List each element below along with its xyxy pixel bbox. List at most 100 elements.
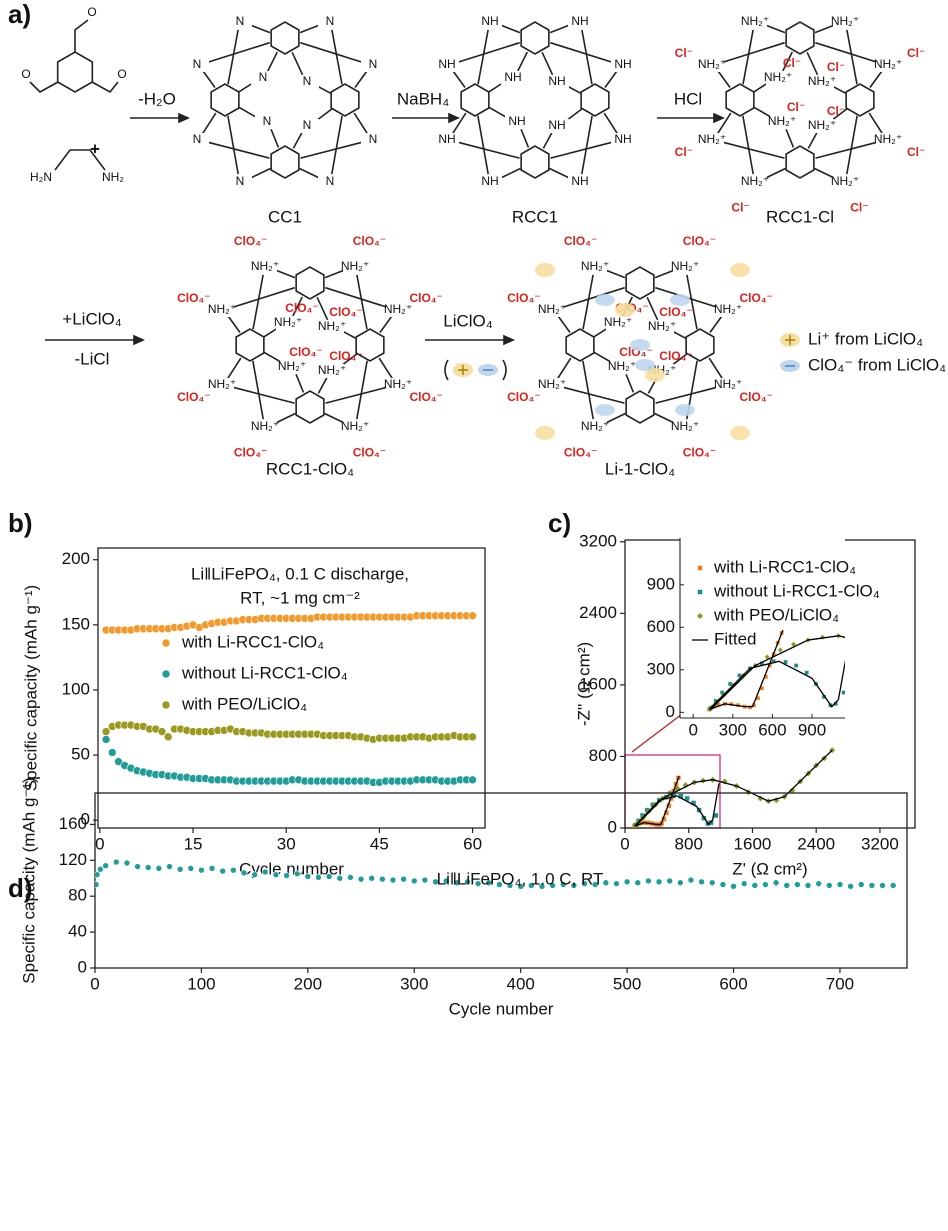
counter-ion: ClO₄⁻ <box>683 234 716 248</box>
data-point <box>759 661 764 666</box>
label-backdrop <box>255 115 279 129</box>
counter-ion: ClO₄⁻ <box>177 291 210 305</box>
data-point <box>729 702 734 706</box>
linker-bond <box>868 112 883 134</box>
atom-label: NH₂⁺ <box>764 70 792 84</box>
data-point <box>645 877 652 885</box>
atom-label: NH₂⁺ <box>384 302 412 316</box>
counter-ion: ClO₄⁻ <box>289 345 322 359</box>
data-point <box>251 871 258 878</box>
linker-bond <box>782 51 794 72</box>
linker-bond <box>274 268 296 279</box>
y-tick-label: 80 <box>68 886 87 905</box>
arene-ring <box>520 21 550 55</box>
atom-label: N <box>193 57 202 71</box>
atom-label: N <box>193 132 202 146</box>
atom-label: NH₂⁺ <box>251 419 279 433</box>
counter-ion: ClO₄⁻ <box>739 291 772 305</box>
data-point <box>623 878 631 886</box>
x-tick-label: 400 <box>507 974 535 993</box>
arene-ring <box>295 266 325 300</box>
counter-ion: ClO₄⁻ <box>564 445 597 459</box>
counter-ion: ClO₄⁻ <box>329 305 362 319</box>
data-point <box>368 874 375 882</box>
counter-ion: ClO₄⁻ <box>507 291 540 305</box>
data-point <box>767 663 772 668</box>
data-point <box>664 810 669 816</box>
legend-swatch <box>161 669 171 679</box>
x-tick-label: 0 <box>90 974 99 993</box>
linker-bond <box>270 128 280 148</box>
atom-label: NH <box>481 14 498 28</box>
data-point <box>677 879 684 887</box>
counter-ion: Cl⁻ <box>787 100 805 114</box>
counter-ion: ClO₄⁻ <box>409 390 442 404</box>
data-point <box>716 702 721 707</box>
atom-label: NH <box>548 74 565 88</box>
atom-label: NH₂⁺ <box>384 377 412 391</box>
atom-label: NH₂⁺ <box>208 377 236 391</box>
counter-ion: ClO₄⁻ <box>329 349 362 363</box>
linker-bond <box>561 286 625 309</box>
atom-label: NH₂⁺ <box>538 377 566 391</box>
linker-bond <box>557 315 571 333</box>
linker-bond <box>299 167 322 180</box>
linker-bond <box>456 141 520 159</box>
data-point <box>772 879 780 887</box>
counter-ion: Cl⁻ <box>907 145 925 159</box>
linker-bond <box>206 41 270 64</box>
atom-label: NH₂⁺ <box>831 174 859 188</box>
atom-label: NH₂⁺ <box>341 259 369 273</box>
linker-bond <box>452 112 467 134</box>
data-point <box>107 748 117 757</box>
plot-area <box>95 858 897 890</box>
label-backdrop <box>320 364 344 378</box>
inset-x-tick-label: 300 <box>719 720 747 739</box>
linker-bond <box>814 167 837 180</box>
linker-bond <box>709 315 723 333</box>
li-ion <box>730 263 750 277</box>
counter-ion: Cl⁻ <box>827 104 845 118</box>
counter-ion: Cl⁻ <box>675 46 693 60</box>
legend-label: without Li-RCC1-ClO₄ <box>713 581 880 600</box>
linker-bond <box>753 106 774 119</box>
linker-bond <box>763 167 786 180</box>
linker-bond <box>520 128 530 148</box>
linker-bond <box>869 70 883 88</box>
label-backdrop <box>810 75 834 89</box>
label-backdrop <box>320 320 344 334</box>
arene-ring <box>270 21 300 55</box>
label-backdrop <box>386 303 410 317</box>
arene-ring <box>520 145 550 179</box>
ion-pair-icon <box>444 359 507 381</box>
panel-label: c) <box>548 508 571 538</box>
label-backdrop <box>343 420 367 434</box>
counter-ion: Cl⁻ <box>850 0 868 3</box>
atom-label: NH <box>508 114 525 128</box>
arene-ring <box>460 83 490 117</box>
label-backdrop <box>435 133 459 147</box>
label-backdrop <box>185 58 209 72</box>
data-point <box>559 881 567 888</box>
data-point <box>666 877 673 885</box>
data-point <box>95 871 101 878</box>
linker-bond <box>325 286 389 309</box>
linker-bond <box>356 360 368 420</box>
atom-label: NH₂⁺ <box>648 319 676 333</box>
data-point <box>283 872 290 879</box>
linker-bond <box>550 141 614 159</box>
linker-bond <box>815 41 879 64</box>
data-point <box>789 787 796 794</box>
linker-bond <box>477 29 489 85</box>
y-axis-label: Specific capacity (mAh g⁻¹) <box>19 777 38 983</box>
data-point <box>740 880 748 887</box>
atom-label: NH₂⁺ <box>604 315 632 329</box>
linker-bond <box>603 112 618 134</box>
plot-area <box>632 747 836 828</box>
counter-ion: ClO₄⁻ <box>409 291 442 305</box>
panel-label: d) <box>8 873 33 903</box>
reagent-label: -LiCl <box>75 349 110 368</box>
linker-bond <box>227 29 239 85</box>
atom-label: N <box>326 174 335 188</box>
inset-x-tick-label: 0 <box>688 720 697 739</box>
